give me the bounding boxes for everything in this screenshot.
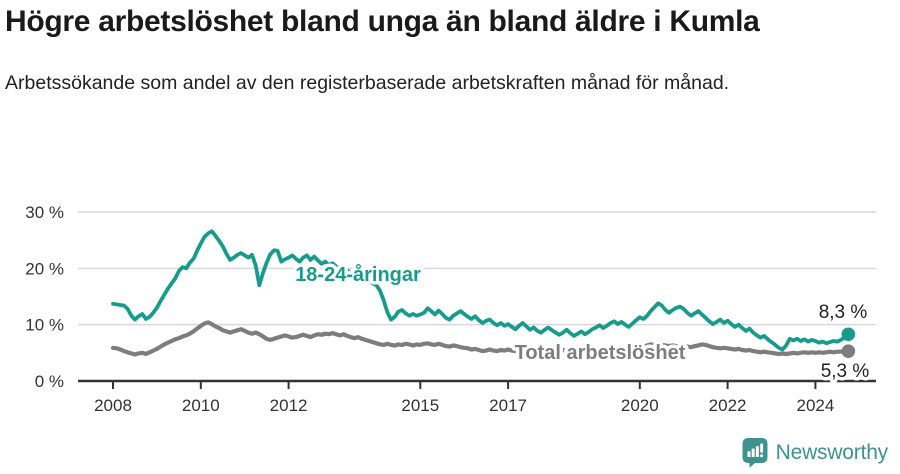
bar-chart-glyph xyxy=(747,446,759,457)
chart-subtitle: Arbetssökande som andel av den registerb… xyxy=(5,71,730,94)
series-line xyxy=(111,229,851,352)
x-axis-tick-label: 2015 xyxy=(401,396,439,415)
x-axis-tick-label: 2010 xyxy=(182,396,220,415)
y-axis-tick-label: 20 % xyxy=(25,259,64,278)
series-label-total: Total arbetslöshet xyxy=(515,342,686,364)
chart-title: Högre arbetslöshet bland unga än bland ä… xyxy=(5,5,760,38)
series-line xyxy=(110,320,851,357)
chart-header: Högre arbetslöshet bland unga än bland ä… xyxy=(5,2,885,99)
series-lines-layer xyxy=(110,229,851,357)
x-axis-tick-label: 2024 xyxy=(796,396,834,415)
y-axis-tick-label: 0 % xyxy=(35,372,64,391)
newsworthy-brand-text: Newsworthy xyxy=(775,440,889,464)
series-end-dot xyxy=(841,327,856,342)
end-value-label-youth: 8,3 % xyxy=(819,302,868,323)
y-axis-tick-label: 10 % xyxy=(25,316,64,335)
newsworthy-brand[interactable]: Newsworthy xyxy=(741,437,888,468)
newsworthy-logo-icon xyxy=(742,438,768,468)
axis-layer: 0 % 10 % 20 % 30 % 2008 2010 2012 2015 2017 2020 2… xyxy=(25,203,876,415)
series-label-youth: 18-24-åringar xyxy=(295,263,421,286)
x-axis-tick-label: 2017 xyxy=(489,396,527,415)
x-axis-tick-label: 2020 xyxy=(621,396,659,415)
x-axis-tick-label: 2008 xyxy=(94,396,132,415)
exclamation-glyph xyxy=(759,443,763,458)
y-axis-tick-label: 30 % xyxy=(25,203,64,222)
end-value-label-total: 5,3 % xyxy=(821,361,870,382)
x-axis-tick-label: 2012 xyxy=(270,396,308,415)
x-axis-tick-label: 2022 xyxy=(709,396,747,415)
end-dots-layer xyxy=(841,327,856,358)
series-end-dot xyxy=(841,344,856,358)
